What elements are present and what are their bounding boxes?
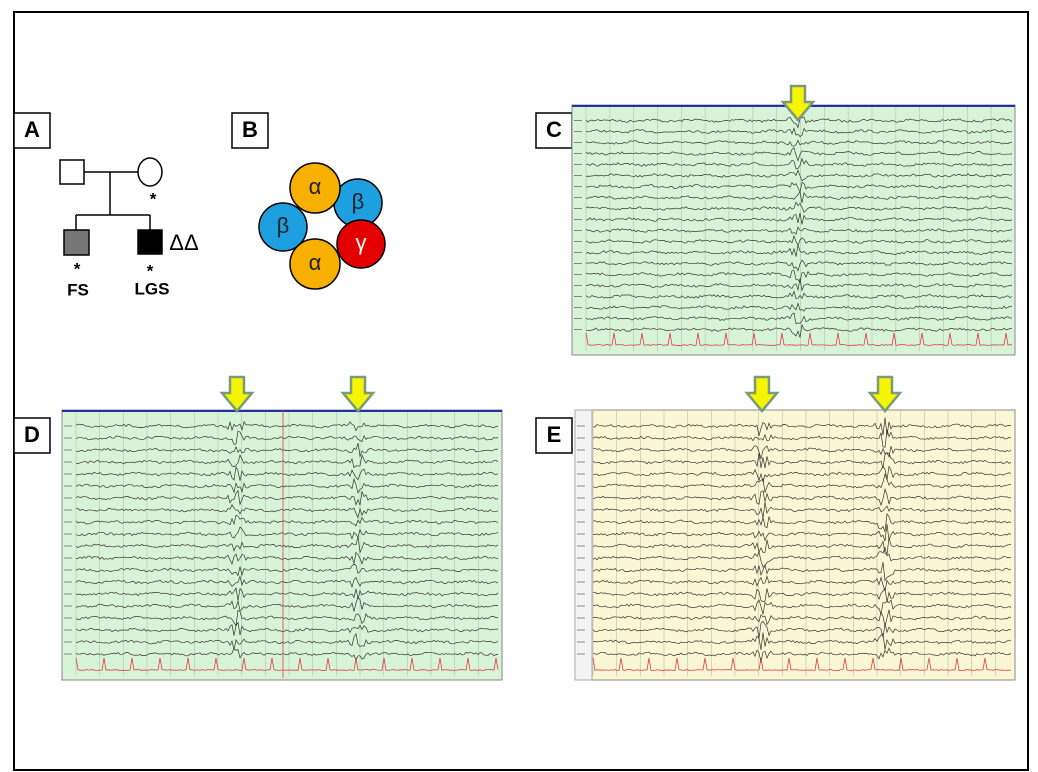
affected-marker: * [74, 259, 81, 278]
eeg-panel [575, 410, 1015, 680]
deletion-marker: ΔΔ [169, 230, 199, 255]
affected-marker: * [147, 261, 154, 280]
panel-label: B [242, 117, 258, 142]
eeg-panel [62, 410, 502, 680]
phenotype-label: FS [67, 280, 89, 299]
subunit-label: α [309, 250, 322, 275]
subunit-label: β [277, 213, 290, 238]
panel-label: C [546, 117, 562, 142]
subunit-label: α [309, 174, 322, 199]
phenotype-label: LGS [135, 279, 170, 298]
eeg-panel [572, 105, 1015, 355]
affected-marker: * [150, 189, 157, 208]
eeg-background [575, 410, 1015, 680]
panel-label: E [547, 422, 562, 447]
subunit-label: γ [356, 230, 367, 255]
panel-label: D [24, 422, 40, 447]
figure: A B C D E * * * FS LGS ΔΔ α β β γ α [0, 0, 1038, 772]
subunit-label: β [352, 189, 365, 214]
panel-label: A [24, 117, 40, 142]
